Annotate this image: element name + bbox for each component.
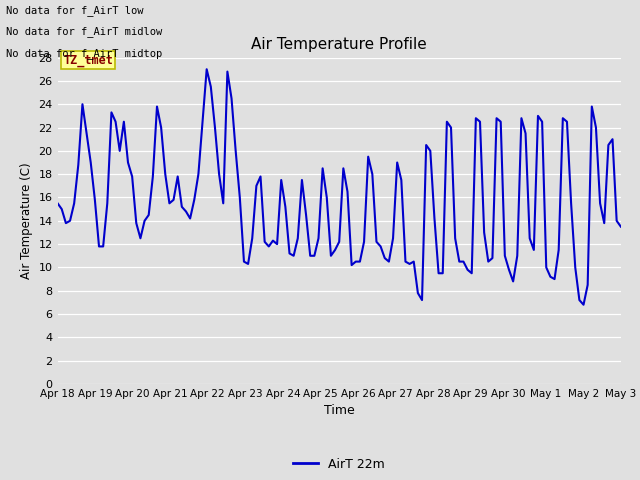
Text: No data for f_AirT midlow: No data for f_AirT midlow <box>6 26 163 37</box>
Text: No data for f_AirT midtop: No data for f_AirT midtop <box>6 48 163 59</box>
Text: No data for f_AirT low: No data for f_AirT low <box>6 5 144 16</box>
X-axis label: Time: Time <box>324 405 355 418</box>
Legend: AirT 22m: AirT 22m <box>289 453 390 476</box>
Title: Air Temperature Profile: Air Temperature Profile <box>252 37 427 52</box>
Text: TZ_tmet: TZ_tmet <box>63 54 113 67</box>
Y-axis label: Air Temperature (C): Air Temperature (C) <box>20 163 33 279</box>
